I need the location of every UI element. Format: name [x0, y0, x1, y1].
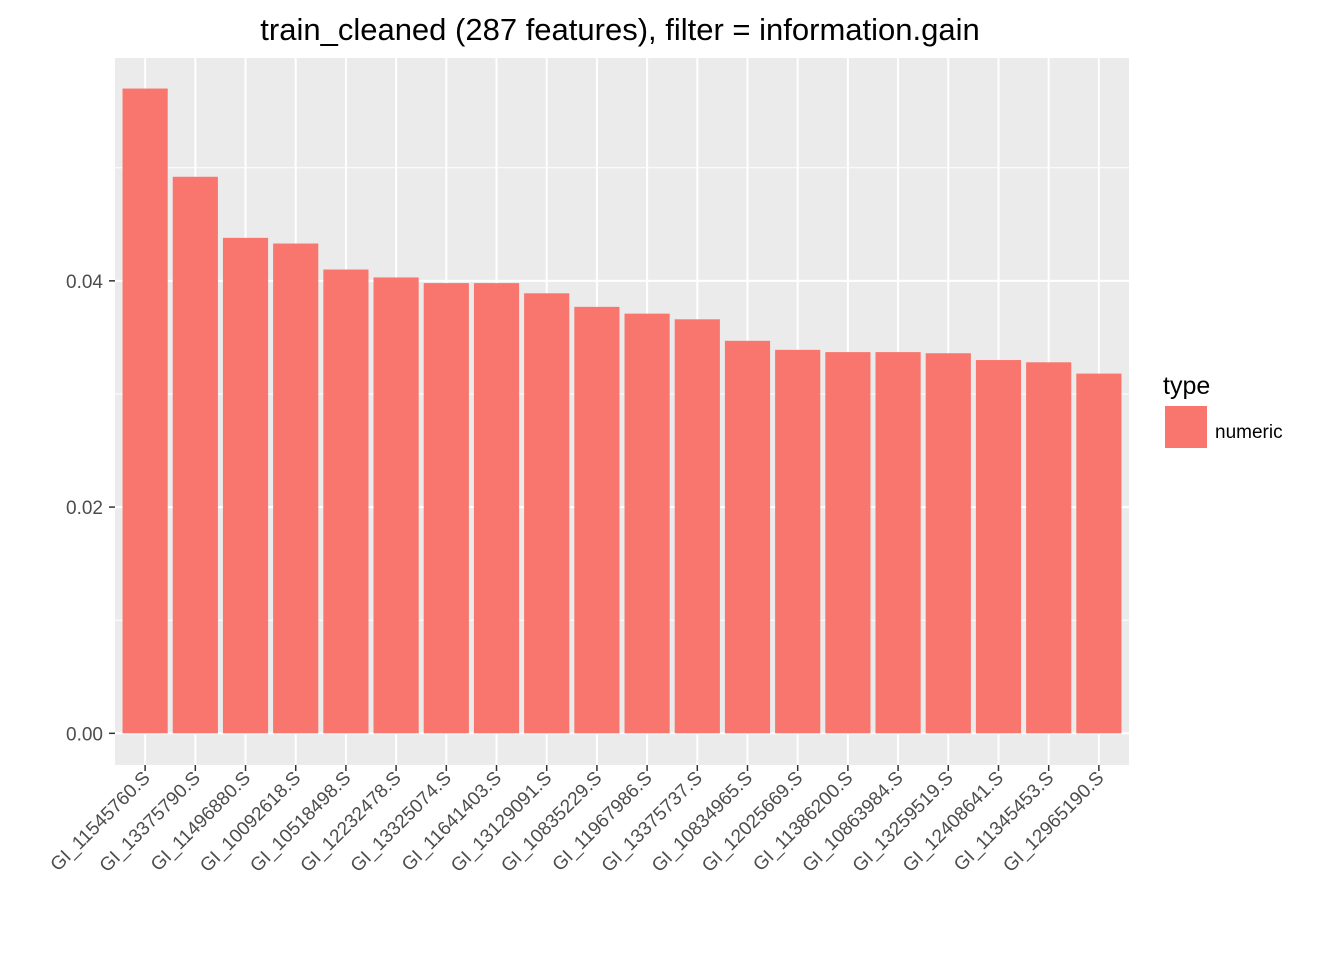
bar — [825, 352, 871, 734]
bar — [624, 313, 670, 734]
bar — [273, 243, 319, 734]
y-tick-label: 0.04 — [66, 272, 103, 293]
bar — [775, 349, 821, 734]
bar — [172, 176, 218, 734]
bar — [975, 360, 1022, 734]
bar — [1026, 362, 1072, 734]
bar — [473, 283, 520, 734]
x-axis: GI_11545760.SGI_13375790.SGI_11496880.SG… — [47, 765, 1108, 877]
y-tick-label: 0.00 — [66, 724, 103, 745]
legend-title: type — [1163, 372, 1210, 400]
bar — [1076, 373, 1122, 734]
bar — [574, 306, 620, 734]
bar — [222, 237, 269, 734]
legend: type numeric — [1163, 372, 1283, 448]
bar — [524, 293, 570, 734]
bar — [423, 283, 469, 734]
y-tick-label: 0.02 — [66, 498, 103, 519]
bar — [724, 340, 771, 734]
bar — [122, 88, 168, 734]
bar — [875, 352, 921, 734]
bar — [674, 319, 720, 734]
chart-title: train_cleaned (287 features), filter = i… — [260, 12, 979, 47]
bars — [122, 88, 1122, 734]
bar — [925, 353, 971, 734]
bar — [323, 269, 369, 734]
y-axis: 0.00 0.02 0.04 — [66, 272, 115, 745]
bar — [373, 277, 419, 734]
legend-key-numeric — [1165, 406, 1207, 448]
legend-label-numeric: numeric — [1215, 422, 1283, 443]
